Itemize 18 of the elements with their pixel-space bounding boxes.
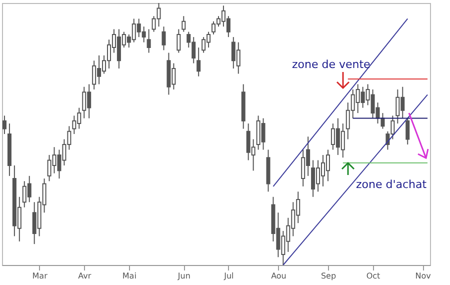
candlestick [406, 118, 410, 145]
annotation: zone d'achat [356, 178, 428, 191]
x-tick-label: Avr [78, 272, 92, 280]
candlestick [2, 115, 6, 134]
candlestick [196, 47, 201, 77]
x-tick-label: Jun [176, 272, 190, 280]
candlestick [182, 16, 186, 32]
x-tick-label: Aou [271, 272, 286, 280]
annotation: zone de vente [292, 58, 371, 71]
x-tick-label: Mai [122, 272, 136, 280]
x-tick-label: Jul [223, 272, 234, 280]
candlestick [162, 26, 166, 51]
x-tick-label: Mar [32, 272, 48, 280]
x-tick-label: Sep [320, 272, 336, 280]
candlestick [176, 28, 181, 54]
x-tick-label: Nov [415, 272, 432, 280]
x-tick-label: Oct [366, 272, 380, 280]
candlestick [146, 28, 151, 54]
